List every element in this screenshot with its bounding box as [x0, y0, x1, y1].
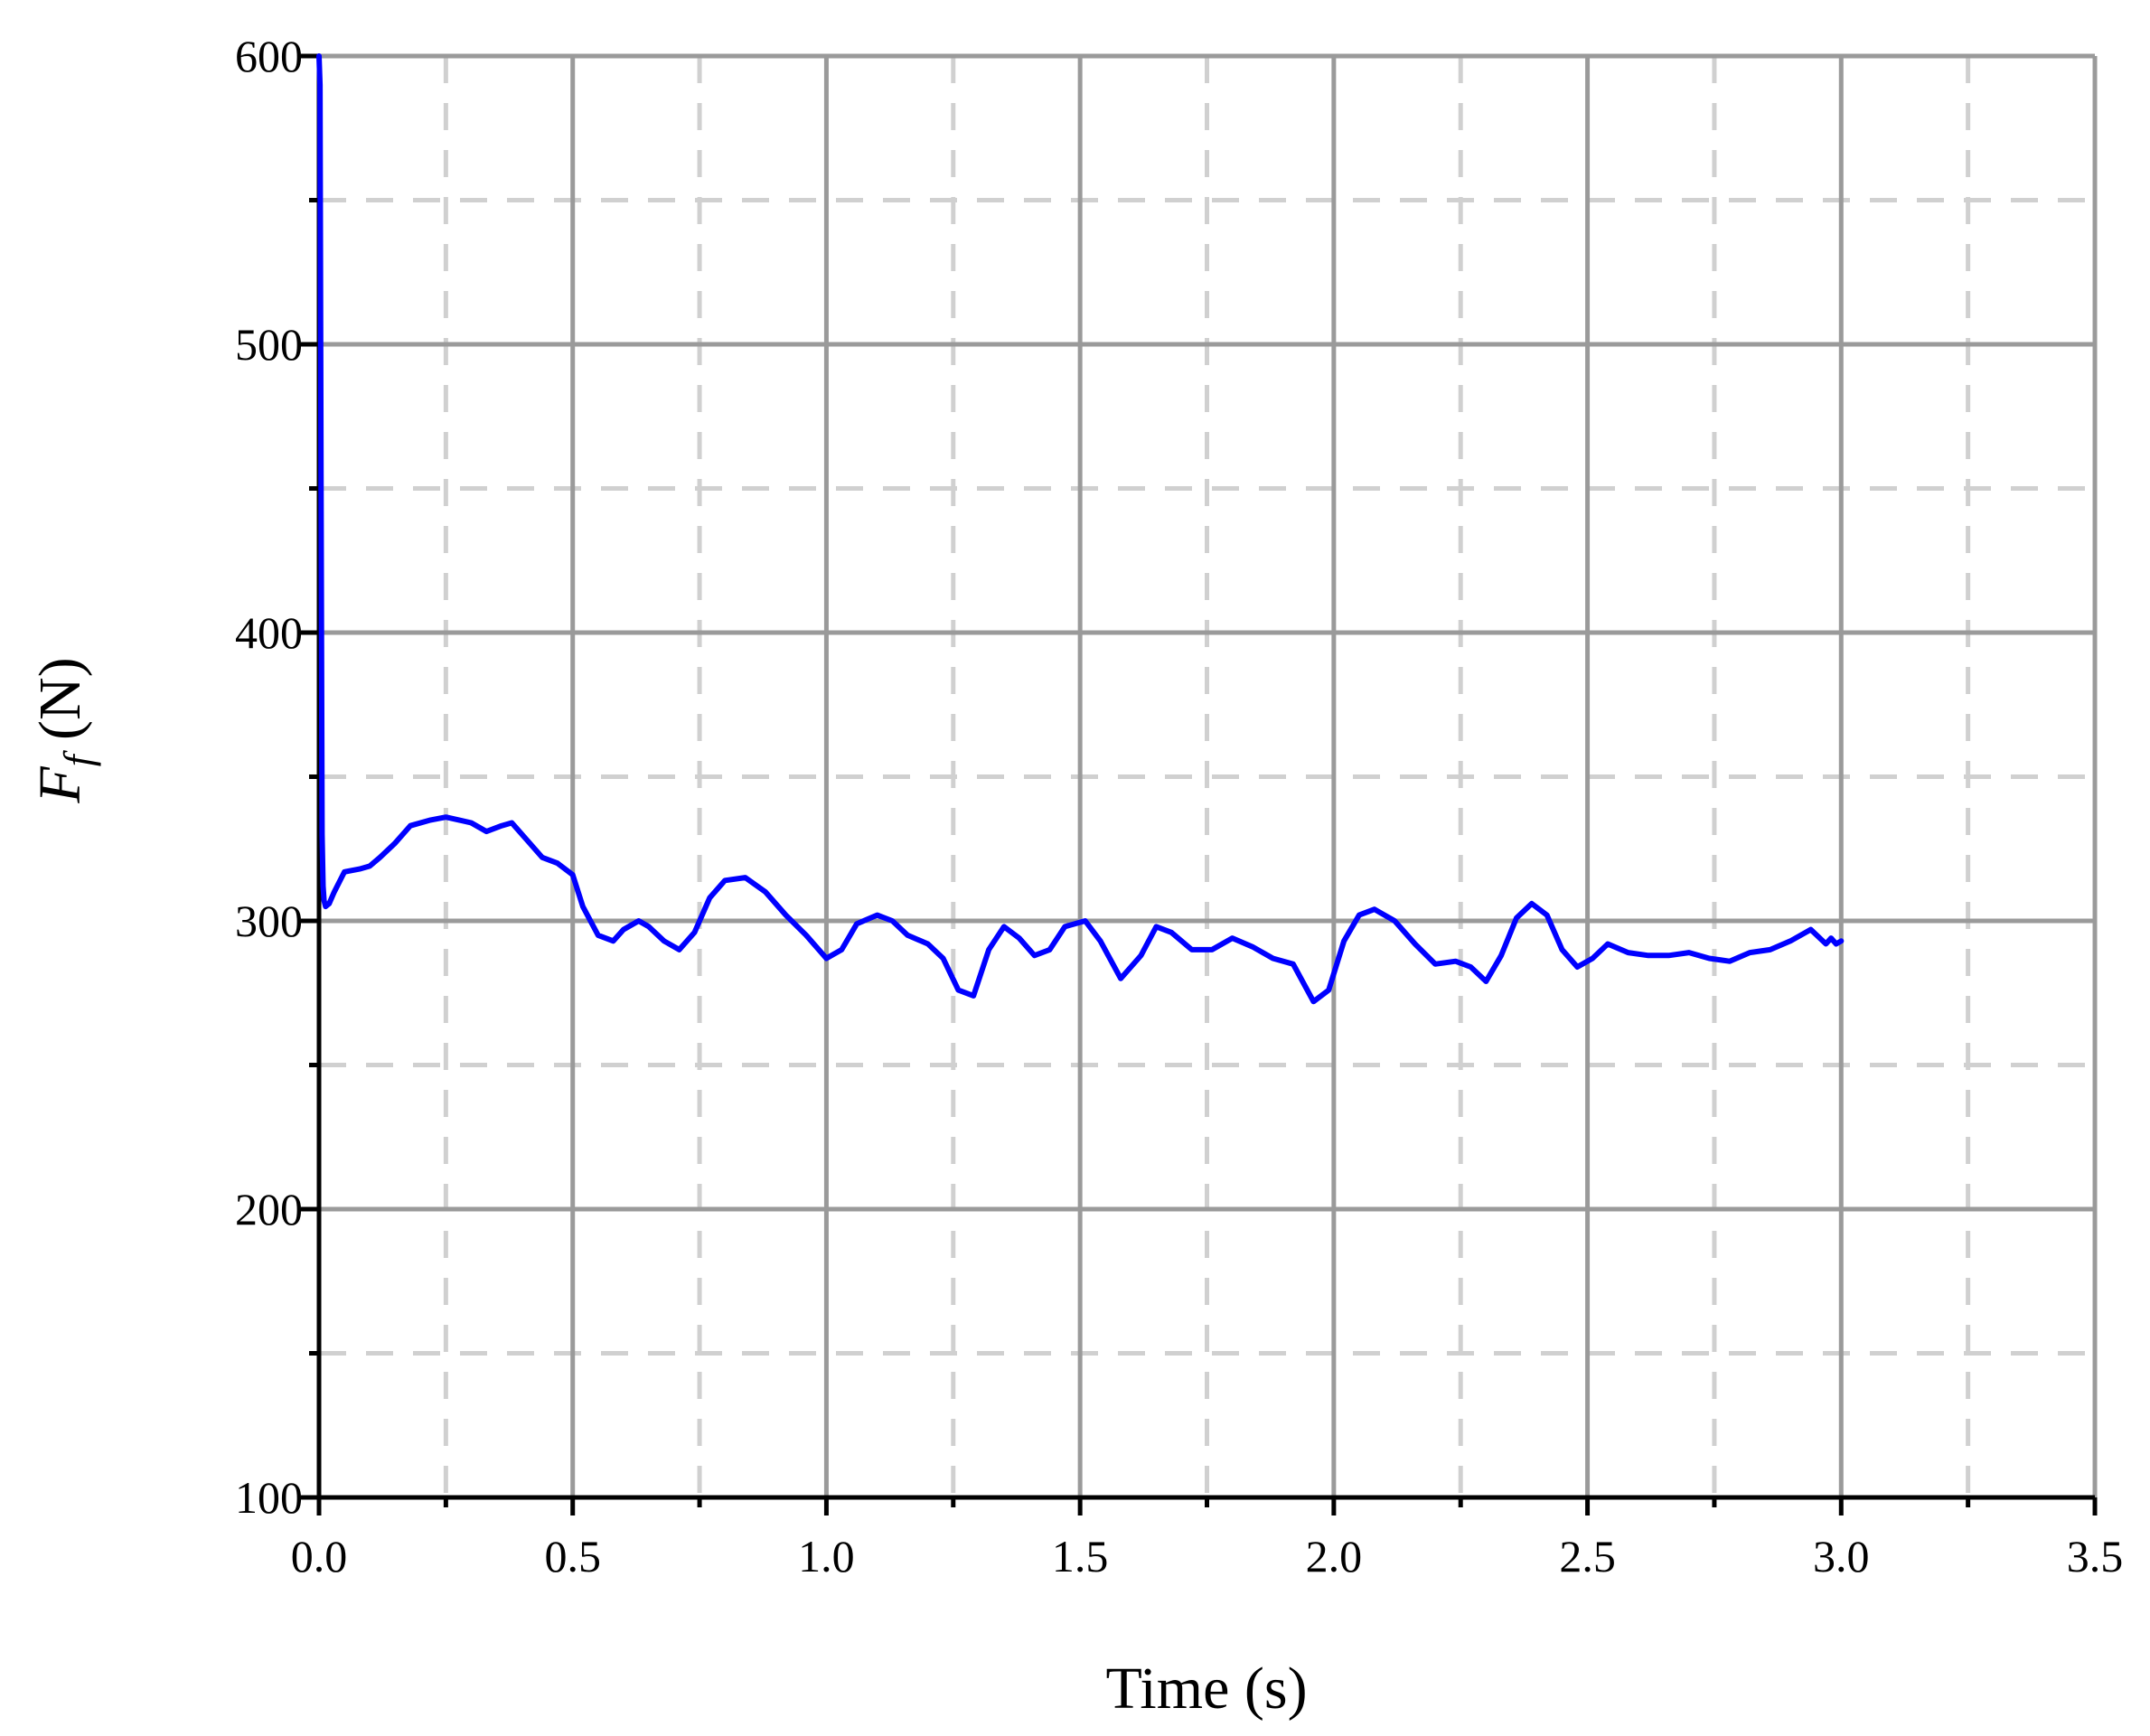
- x-tick-label: 1.0: [798, 1531, 855, 1581]
- series-line: [316, 53, 1845, 1005]
- x-tick-label: 3.5: [2067, 1531, 2124, 1581]
- major-grid: [319, 53, 2098, 1497]
- y-tick-label: 100: [235, 1472, 303, 1523]
- x-tick-label: 2.5: [1559, 1531, 1616, 1581]
- minor-grid: [319, 56, 2095, 1497]
- series-layer: [316, 53, 1845, 1005]
- x-tick-label: 2.0: [1306, 1531, 1363, 1581]
- x-tick-label: 3.0: [1813, 1531, 1870, 1581]
- x-tick-label: 0.0: [291, 1531, 348, 1581]
- y-tick-label: 200: [235, 1184, 303, 1234]
- y-tick-label: 400: [235, 607, 303, 658]
- y-tick-label: 600: [235, 31, 303, 81]
- y-axis-title: Ff (N): [27, 657, 101, 803]
- y-tick-label: 300: [235, 896, 303, 946]
- y-axis-unit: (N): [27, 657, 93, 755]
- y-tick-labels: 100 200 300 400 500 600: [235, 31, 303, 1523]
- x-tick-labels: 0.0 0.5 1.0 1.5 2.0 2.5 3.0 3.5: [291, 1531, 2124, 1581]
- y-tick-label: 500: [235, 319, 303, 370]
- x-tick-label: 0.5: [544, 1531, 601, 1581]
- x-axis-title: Time (s): [1105, 1656, 1307, 1722]
- tick-marks: [301, 53, 2098, 1515]
- y-axis-symbol: F: [27, 766, 93, 804]
- x-tick-label: 1.5: [1052, 1531, 1109, 1581]
